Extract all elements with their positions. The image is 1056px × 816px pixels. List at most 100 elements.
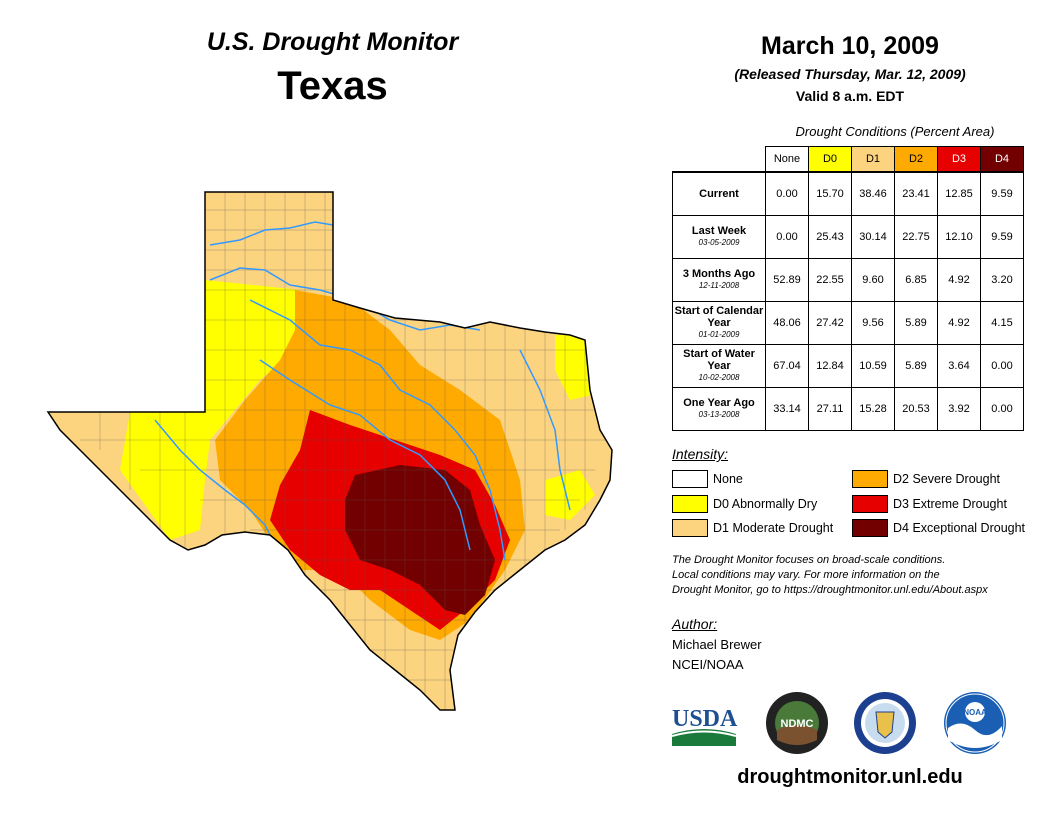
noaa-logo[interactable]: NOAA [942, 690, 1008, 756]
map-subtitle: U.S. Drought Monitor [206, 28, 459, 56]
legend-item-none: None [672, 470, 743, 488]
row-date: 03-13-2008 [698, 410, 740, 419]
col-d4: D4 [980, 146, 1024, 173]
map-d0-east [545, 470, 595, 520]
table-cell: 9.56 [851, 301, 895, 345]
table-cell: 5.89 [894, 301, 938, 345]
table-cell: 25.43 [808, 215, 852, 259]
col-d3: D3 [937, 146, 981, 173]
table-caption: Drought Conditions (Percent Area) [795, 124, 995, 139]
legend-label: D0 Abnormally Dry [713, 497, 818, 511]
col-d1: D1 [851, 146, 895, 173]
note-line[interactable]: Drought Monitor, go to https://droughtmo… [672, 584, 988, 596]
legend-swatch [852, 470, 888, 488]
table-cell: 12.85 [937, 171, 981, 216]
legend-swatch [852, 519, 888, 537]
table-cell: 5.89 [894, 344, 938, 388]
table-cell: 15.70 [808, 171, 852, 216]
texas-outline [46, 191, 613, 711]
legend-label: D4 Exceptional Drought [893, 521, 1026, 535]
valid-time: Valid 8 a.m. EDT [795, 88, 905, 104]
legend-swatch [852, 495, 888, 513]
table-cell: 4.15 [980, 301, 1024, 345]
row-label: Last Week 03-05-2009 [672, 215, 766, 259]
legend-label: None [713, 472, 743, 486]
table-cell: 4.92 [937, 301, 981, 345]
table-cell: 9.59 [980, 171, 1024, 216]
table-row: Start of Water Year 10-02-2008 67.04 12.8… [672, 344, 1024, 388]
table-cell: 48.06 [765, 301, 809, 345]
noaa-logo-text: NOAA [963, 708, 987, 717]
legend-label: D2 Severe Drought [893, 472, 1001, 486]
disclaimer-note: The Drought Monitor focuses on broad-sca… [672, 553, 1052, 598]
row-date: 01-01-2009 [698, 330, 740, 339]
table-cell: 10.59 [851, 344, 895, 388]
table-row: 3 Months Ago 12-11-2008 52.89 22.55 9.60 … [672, 258, 1024, 302]
texas-drought-map [46, 191, 613, 711]
legend-swatch [672, 519, 708, 537]
map-d4-central [345, 465, 495, 615]
table-cell: 9.60 [851, 258, 895, 302]
table-cell: 0.00 [980, 344, 1024, 388]
col-d2: D2 [894, 146, 938, 173]
table-row: One Year Ago 03-13-2008 33.14 27.11 15.28… [672, 387, 1024, 431]
row-label: Start of Calendar Year 01-01-2009 [672, 301, 766, 345]
usda-logo-text: USDA [672, 706, 738, 732]
legend-item-d0: D0 Abnormally Dry [672, 495, 817, 513]
table-cell: 9.59 [980, 215, 1024, 259]
table-header-row: None D0 D1 D2 D3 D4 [673, 146, 1024, 173]
table-cell: 67.04 [765, 344, 809, 388]
legend-label: D3 Extreme Drought [893, 497, 1007, 511]
row-date: 10-02-2008 [698, 373, 740, 382]
table-cell: 0.00 [980, 387, 1024, 431]
note-line: Local conditions may vary. For more info… [672, 569, 940, 581]
legend-label: D1 Moderate Drought [713, 521, 834, 535]
map-title: Texas [277, 64, 388, 108]
table-row: Current 0.00 15.70 38.46 23.41 12.85 9.5… [672, 171, 1024, 216]
table-cell: 12.10 [937, 215, 981, 259]
table-cell: 22.75 [894, 215, 938, 259]
map-d0-northeast [555, 335, 592, 400]
table-cell: 27.11 [808, 387, 852, 431]
note-line: The Drought Monitor focuses on broad-sca… [672, 554, 946, 566]
table-cell: 0.00 [765, 171, 809, 216]
row-label-text: Current [699, 188, 739, 200]
author-org: NCEI/NOAA [672, 657, 744, 672]
legend-item-d2: D2 Severe Drought [852, 470, 1000, 488]
row-label: Current [672, 171, 766, 216]
row-label-text: One Year Ago [683, 397, 755, 409]
table-cell: 0.00 [765, 215, 809, 259]
table-cell: 20.53 [894, 387, 938, 431]
table-cell: 3.20 [980, 258, 1024, 302]
legend-swatch [672, 470, 708, 488]
table-corner [673, 147, 766, 173]
table-cell: 3.64 [937, 344, 981, 388]
table-cell: 38.46 [851, 171, 895, 216]
ndmc-logo[interactable]: NDMC [764, 690, 830, 756]
table-cell: 6.85 [894, 258, 938, 302]
row-label-text: Last Week [691, 225, 747, 237]
table-row: Start of Calendar Year 01-01-2009 48.06 2… [672, 301, 1024, 345]
website-link[interactable]: droughtmonitor.unl.edu [737, 766, 963, 788]
legend-item-d1: D1 Moderate Drought [672, 519, 833, 537]
table-cell: 52.89 [765, 258, 809, 302]
row-label-text: Start of Water Year [683, 348, 755, 372]
table-cell: 30.14 [851, 215, 895, 259]
row-label-text: 3 Months Ago [682, 268, 756, 280]
row-label-text: Start of Calendar Year [674, 305, 764, 329]
map-date: March 10, 2009 [761, 32, 939, 60]
release-date: (Released Thursday, Mar. 12, 2009) [734, 66, 966, 82]
table-row: Last Week 03-05-2009 0.00 25.43 30.14 22.… [672, 215, 1024, 259]
drought-conditions-table: None D0 D1 D2 D3 D4 Current 0.00 15.70 3… [672, 146, 1024, 431]
row-date: 03-05-2009 [698, 238, 740, 247]
legend-title: Intensity: [672, 446, 729, 462]
ndmc-logo-text: NDMC [781, 718, 814, 730]
row-label: 3 Months Ago 12-11-2008 [672, 258, 766, 302]
table-cell: 22.55 [808, 258, 852, 302]
table-cell: 27.42 [808, 301, 852, 345]
legend-item-d4: D4 Exceptional Drought [852, 519, 1025, 537]
doc-seal-logo[interactable] [852, 690, 918, 756]
usda-logo[interactable]: USDA [670, 700, 738, 748]
row-label: Start of Water Year 10-02-2008 [672, 344, 766, 388]
rivers [154, 221, 571, 561]
